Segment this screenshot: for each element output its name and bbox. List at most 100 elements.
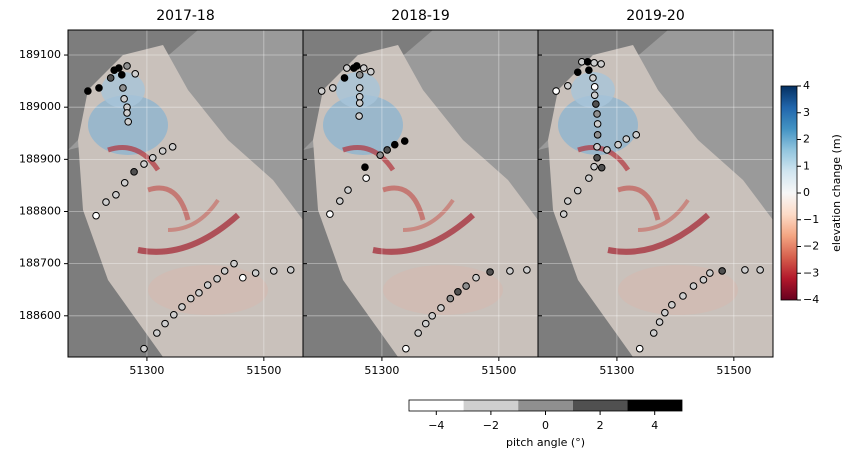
survey-point bbox=[661, 308, 669, 317]
colorbar-tick-label: −2 bbox=[803, 240, 819, 253]
survey-point bbox=[344, 186, 352, 194]
survey-point bbox=[428, 311, 436, 320]
colorbar-tick-label: −4 bbox=[428, 419, 444, 432]
survey-point bbox=[186, 294, 195, 303]
survey-point bbox=[590, 59, 598, 67]
survey-point bbox=[597, 60, 605, 68]
survey-point bbox=[140, 160, 148, 168]
survey-point bbox=[486, 268, 494, 276]
colorbar-tick-label: 1 bbox=[803, 159, 810, 172]
survey-point bbox=[573, 186, 582, 195]
survey-point bbox=[706, 269, 714, 277]
survey-point bbox=[269, 267, 278, 275]
survey-point bbox=[559, 210, 568, 218]
survey-point bbox=[153, 329, 161, 337]
survey-point bbox=[437, 304, 445, 312]
survey-point bbox=[84, 87, 92, 95]
survey-point bbox=[178, 303, 186, 311]
survey-point bbox=[355, 71, 364, 79]
survey-point bbox=[131, 70, 140, 78]
colorbar-bin bbox=[463, 400, 519, 411]
survey-point bbox=[593, 110, 601, 118]
colorbar-tick-label: −4 bbox=[803, 293, 819, 306]
x-tick-label: 51500 bbox=[246, 364, 281, 377]
survey-point bbox=[718, 267, 726, 275]
survey-point bbox=[583, 58, 592, 66]
survey-point bbox=[523, 266, 531, 274]
survey-point bbox=[462, 282, 470, 290]
survey-point bbox=[590, 91, 599, 99]
survey-point bbox=[454, 288, 462, 296]
survey-point bbox=[336, 197, 344, 205]
colorbar-tick-label: 0 bbox=[803, 186, 810, 199]
survey-point bbox=[170, 310, 178, 319]
survey-point bbox=[130, 168, 138, 176]
survey-point bbox=[148, 153, 157, 162]
survey-point bbox=[593, 120, 602, 128]
survey-point bbox=[590, 83, 599, 91]
survey-point bbox=[238, 273, 247, 282]
survey-point bbox=[195, 289, 203, 297]
survey-point bbox=[668, 301, 676, 309]
survey-point bbox=[421, 319, 430, 328]
survey-point bbox=[689, 282, 698, 290]
colorbar-bin bbox=[627, 400, 682, 411]
colorbar-bin bbox=[518, 400, 573, 411]
survey-point bbox=[446, 294, 455, 303]
survey-point bbox=[699, 276, 708, 284]
colorbar-tick-label: 4 bbox=[651, 419, 658, 432]
survey-point bbox=[585, 66, 593, 74]
axes-frame bbox=[537, 29, 774, 358]
x-tick-label: 51300 bbox=[599, 364, 634, 377]
survey-point bbox=[115, 64, 123, 72]
survey-point bbox=[352, 62, 361, 70]
survey-point bbox=[564, 82, 572, 90]
survey-point bbox=[124, 117, 133, 126]
survey-point bbox=[593, 143, 601, 151]
panel: 2017-18 51300 51500 188600 188700 188800 18890… bbox=[19, 8, 304, 377]
colorbar: −4 −2 0 2 4 pitch angle (°) bbox=[408, 399, 683, 449]
survey-point bbox=[390, 140, 399, 149]
x-tick-label: 51300 bbox=[364, 364, 399, 377]
survey-point bbox=[317, 87, 326, 95]
survey-point bbox=[158, 147, 167, 155]
survey-point bbox=[649, 329, 658, 337]
survey-point bbox=[355, 112, 363, 120]
survey-point bbox=[603, 146, 611, 154]
colorbar-tick-label: 3 bbox=[803, 106, 810, 119]
x-tick-label: 51500 bbox=[481, 364, 516, 377]
x-tick-label: 51500 bbox=[716, 364, 751, 377]
survey-point bbox=[355, 92, 364, 101]
survey-point bbox=[123, 62, 131, 70]
survey-point bbox=[506, 267, 514, 275]
panel-title: 2017-18 bbox=[156, 8, 215, 24]
colorbar-tick-label: −2 bbox=[483, 419, 499, 432]
survey-point bbox=[593, 153, 601, 162]
survey-point bbox=[585, 174, 593, 182]
panel: 2019-20 51300 51500 bbox=[537, 8, 774, 377]
survey-point bbox=[414, 329, 422, 337]
survey-point bbox=[361, 163, 369, 171]
map-background bbox=[538, 30, 773, 357]
survey-point bbox=[564, 197, 572, 205]
survey-point bbox=[655, 318, 664, 326]
survey-point bbox=[251, 269, 260, 277]
x-tick-label: 51300 bbox=[129, 364, 164, 377]
y-tick-label: 188900 bbox=[19, 152, 61, 165]
colorbar: −4 −3 −2 −1 0 1 2 3 4 elevation change (m) bbox=[780, 79, 843, 306]
survey-point bbox=[112, 191, 120, 199]
colorbar-label: elevation change (m) bbox=[830, 134, 843, 252]
panel: 2018-19 51300 51500 bbox=[302, 8, 539, 377]
colorbar-tick-label: 2 bbox=[597, 419, 604, 432]
map-background bbox=[303, 30, 538, 357]
survey-point bbox=[123, 109, 131, 117]
survey-point bbox=[120, 95, 128, 103]
colorbar-tick-label: −3 bbox=[803, 266, 819, 279]
y-tick-label: 189000 bbox=[19, 100, 61, 113]
survey-point bbox=[95, 84, 103, 92]
survey-point bbox=[161, 319, 169, 328]
colorbar-bin bbox=[409, 400, 464, 411]
survey-point bbox=[362, 174, 370, 182]
survey-point bbox=[635, 344, 644, 353]
